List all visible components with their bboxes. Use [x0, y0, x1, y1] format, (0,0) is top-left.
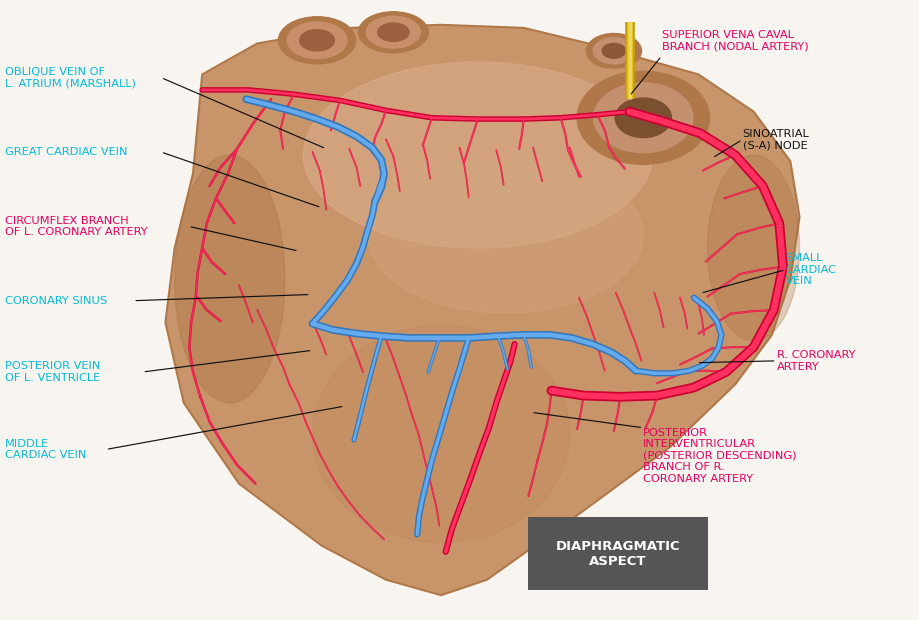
Text: GREAT CARDIAC VEIN: GREAT CARDIAC VEIN [5, 147, 127, 157]
Text: POSTERIOR VEIN
OF L. VENTRICLE: POSTERIOR VEIN OF L. VENTRICLE [5, 361, 100, 383]
Text: SUPERIOR VENA CAVAL
BRANCH (NODAL ARTERY): SUPERIOR VENA CAVAL BRANCH (NODAL ARTERY… [662, 30, 809, 51]
Ellipse shape [708, 155, 800, 341]
Text: CIRCUMFLEX BRANCH
OF L. CORONARY ARTERY: CIRCUMFLEX BRANCH OF L. CORONARY ARTERY [5, 216, 147, 237]
Ellipse shape [615, 98, 672, 138]
Ellipse shape [175, 155, 285, 403]
Ellipse shape [594, 38, 635, 64]
Ellipse shape [287, 22, 347, 58]
Ellipse shape [602, 43, 626, 58]
Ellipse shape [303, 62, 652, 248]
Text: DIAPHRAGMATIC
ASPECT: DIAPHRAGMATIC ASPECT [556, 539, 680, 568]
Text: MIDDLE
CARDIAC VEIN: MIDDLE CARDIAC VEIN [5, 439, 86, 460]
Text: SINOATRIAL
(S-A) NODE: SINOATRIAL (S-A) NODE [743, 129, 810, 150]
Ellipse shape [577, 71, 709, 164]
Text: SMALL
CARDIAC
VEIN: SMALL CARDIAC VEIN [786, 253, 836, 286]
Polygon shape [165, 25, 800, 595]
Text: POSTERIOR
INTERVENTRICULAR
(POSTERIOR DESCENDING)
BRANCH OF R.
CORONARY ARTERY: POSTERIOR INTERVENTRICULAR (POSTERIOR DE… [643, 428, 797, 484]
Text: OBLIQUE VEIN OF
L. ATRIUM (MARSHALL): OBLIQUE VEIN OF L. ATRIUM (MARSHALL) [5, 67, 135, 88]
Ellipse shape [378, 23, 409, 42]
Ellipse shape [358, 12, 428, 53]
FancyBboxPatch shape [528, 517, 708, 590]
Ellipse shape [594, 83, 693, 153]
Ellipse shape [367, 16, 420, 48]
Ellipse shape [586, 33, 641, 68]
Ellipse shape [368, 158, 643, 313]
Text: R. CORONARY
ARTERY: R. CORONARY ARTERY [777, 350, 855, 371]
Ellipse shape [312, 326, 570, 542]
Ellipse shape [300, 30, 335, 51]
Text: CORONARY SINUS: CORONARY SINUS [5, 296, 107, 306]
Ellipse shape [278, 17, 356, 64]
